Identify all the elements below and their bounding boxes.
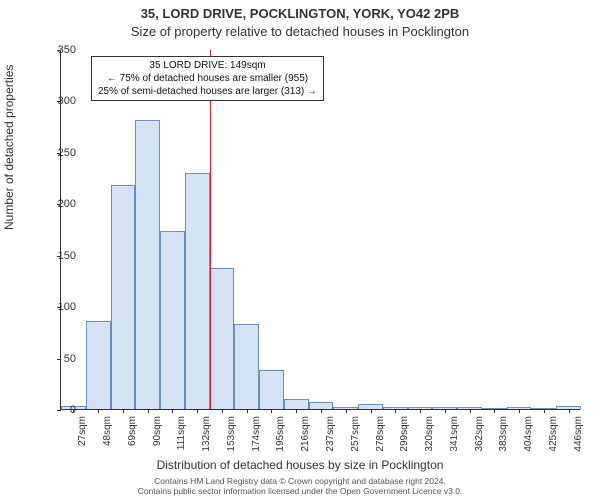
bar: [111, 185, 136, 409]
xtick-mark: [296, 409, 297, 413]
xtick-mark: [98, 409, 99, 413]
ytick-label: 150: [46, 250, 76, 262]
xtick-mark: [371, 409, 372, 413]
xtick-mark: [346, 409, 347, 413]
xtick-mark: [494, 409, 495, 413]
xtick-mark: [197, 409, 198, 413]
chart-title: 35, LORD DRIVE, POCKLINGTON, YORK, YO42 …: [0, 6, 600, 21]
bar: [86, 321, 111, 409]
ytick-label: 350: [46, 44, 76, 56]
xtick-mark: [445, 409, 446, 413]
plot-area: 27sqm48sqm69sqm90sqm111sqm132sqm153sqm17…: [60, 50, 580, 410]
bar: [259, 370, 284, 409]
ytick-label: 0: [46, 404, 76, 416]
annotation-box: 35 LORD DRIVE: 149sqm ← 75% of detached …: [91, 56, 324, 101]
xtick-mark: [470, 409, 471, 413]
xtick-mark: [519, 409, 520, 413]
footer-line1: Contains HM Land Registry data © Crown c…: [0, 476, 600, 486]
chart-container: 35, LORD DRIVE, POCKLINGTON, YORK, YO42 …: [0, 0, 600, 500]
y-axis-label: Number of detached properties: [2, 65, 16, 230]
xtick-mark: [569, 409, 570, 413]
reference-line: [210, 50, 211, 409]
bar: [160, 231, 185, 409]
xtick-mark: [172, 409, 173, 413]
bar: [309, 402, 334, 409]
footer: Contains HM Land Registry data © Crown c…: [0, 476, 600, 496]
xtick-mark: [247, 409, 248, 413]
ytick-label: 50: [46, 353, 76, 365]
bar: [210, 268, 235, 409]
xtick-mark: [420, 409, 421, 413]
ytick-label: 300: [46, 95, 76, 107]
bar: [135, 120, 160, 409]
xtick-mark: [222, 409, 223, 413]
xtick-mark: [271, 409, 272, 413]
xtick-mark: [123, 409, 124, 413]
bars-layer: [61, 50, 580, 409]
x-axis-label: Distribution of detached houses by size …: [0, 458, 600, 472]
annotation-line2: ← 75% of detached houses are smaller (95…: [98, 72, 317, 85]
xtick-mark: [148, 409, 149, 413]
xtick-mark: [321, 409, 322, 413]
annotation-line1: 35 LORD DRIVE: 149sqm: [98, 59, 317, 72]
annotation-line3: 25% of semi-detached houses are larger (…: [98, 85, 317, 98]
xtick-mark: [544, 409, 545, 413]
xtick-mark: [395, 409, 396, 413]
bar: [284, 399, 309, 409]
ytick-label: 100: [46, 301, 76, 313]
ytick-label: 250: [46, 147, 76, 159]
bar: [185, 173, 210, 409]
bar: [234, 324, 259, 409]
chart-subtitle: Size of property relative to detached ho…: [0, 24, 600, 39]
footer-line2: Contains public sector information licen…: [0, 486, 600, 496]
ytick-label: 200: [46, 198, 76, 210]
